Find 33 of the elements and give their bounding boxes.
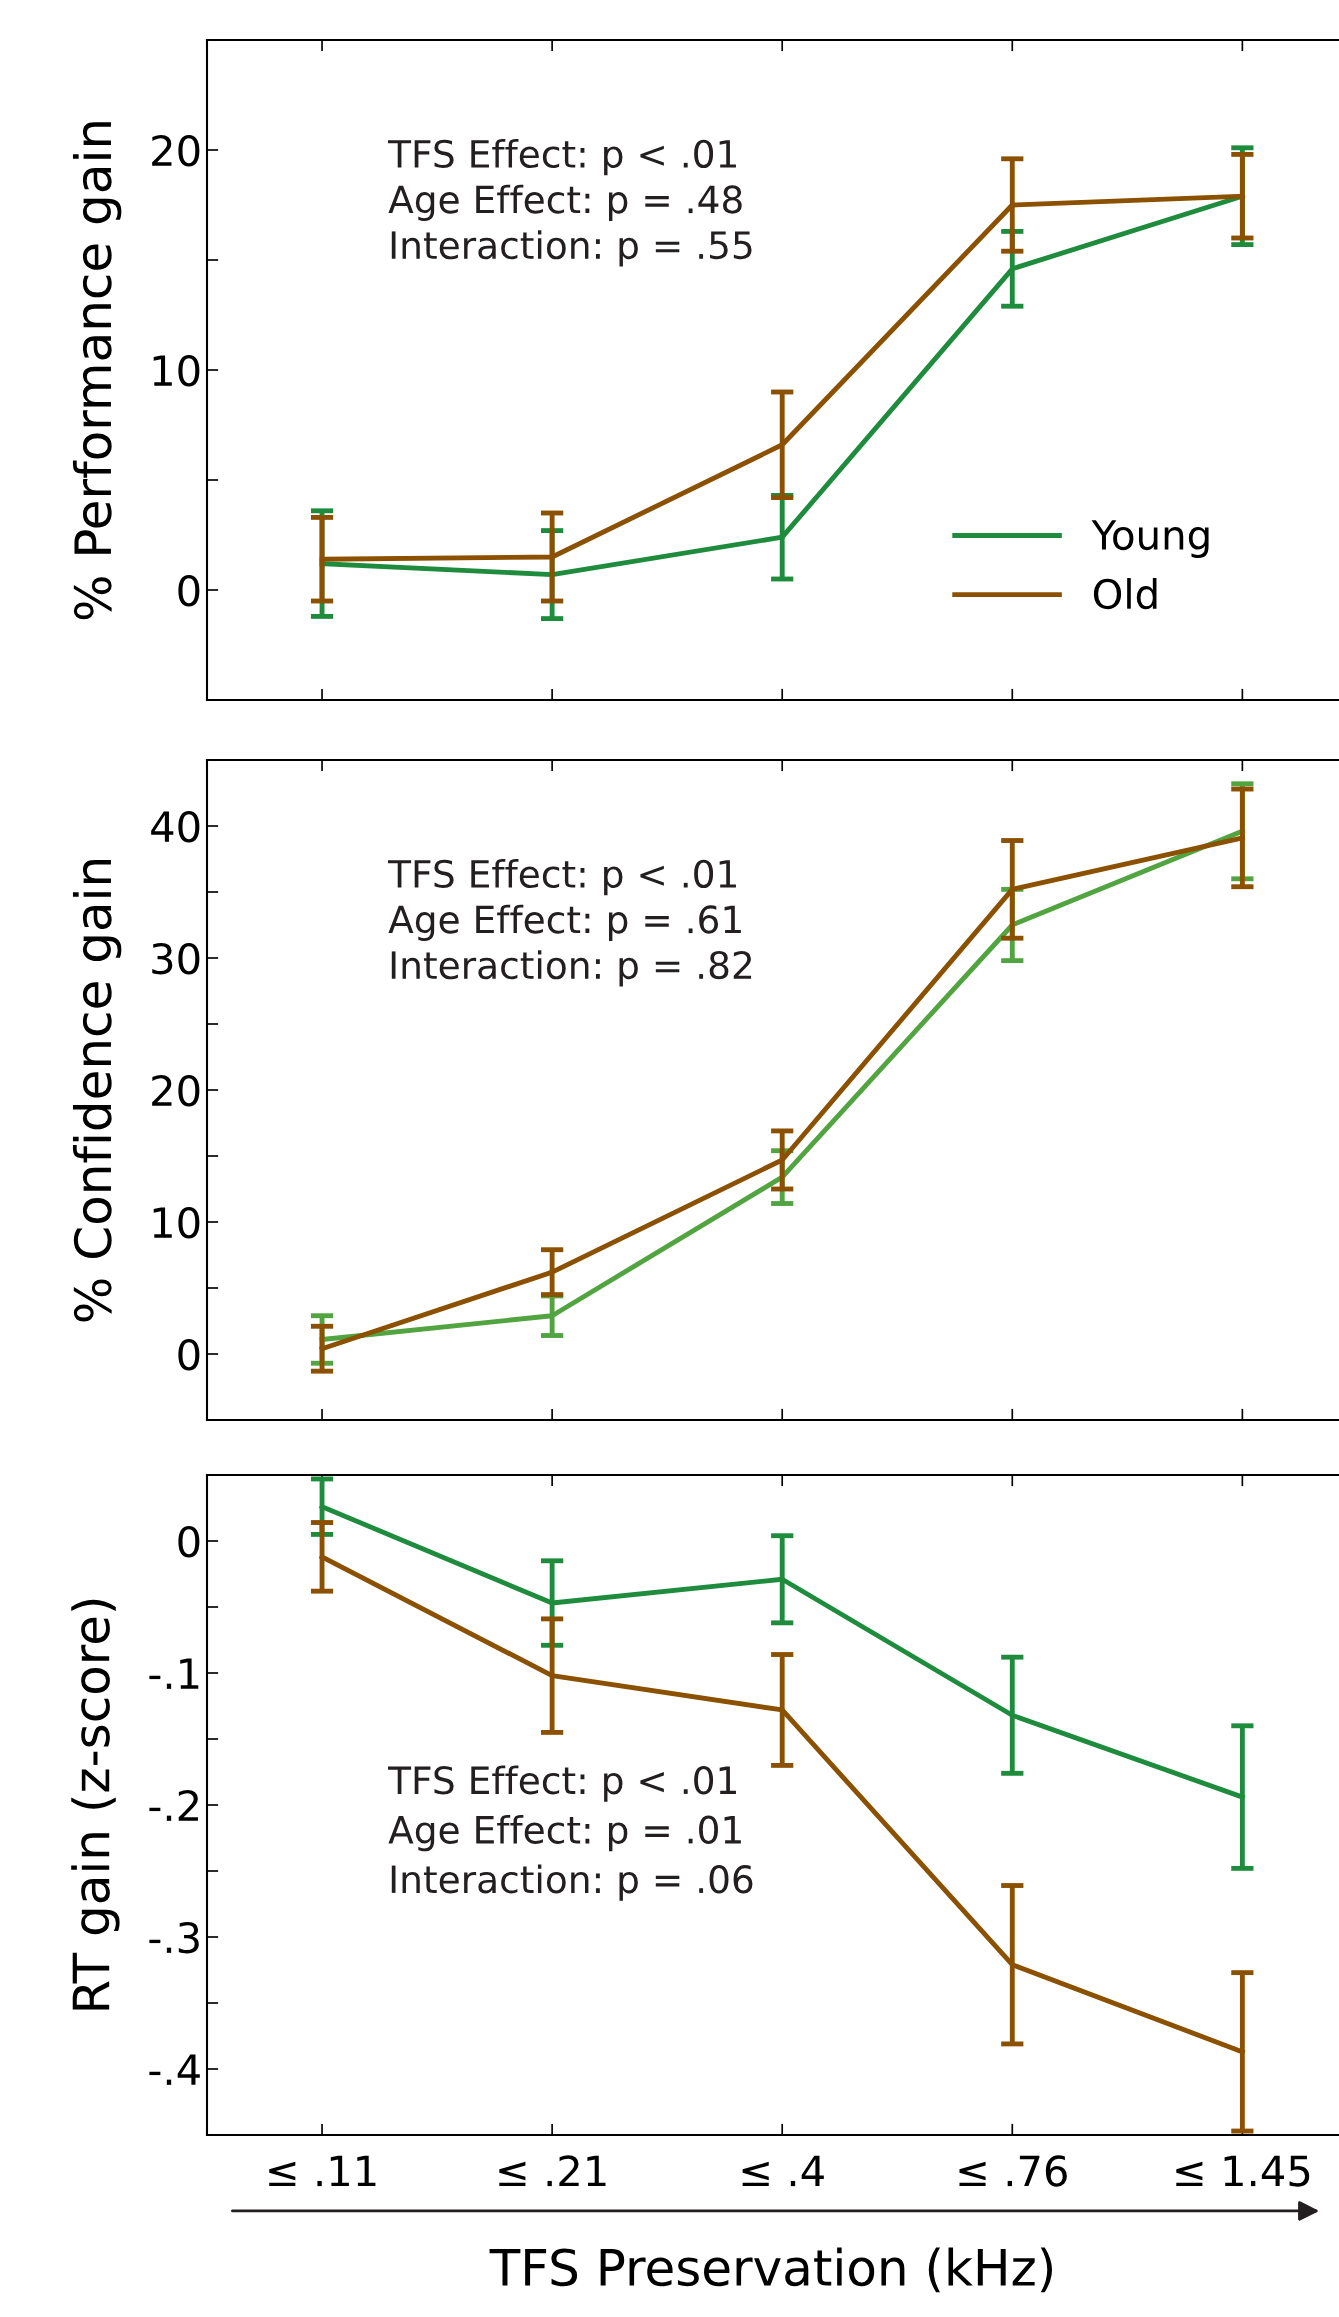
x-tick-label: ≤ .76: [959, 2155, 1067, 2187]
y-tick-label: 20: [152, 1074, 200, 1107]
annotation: TFS Effect: p < .01: [388, 859, 736, 896]
annotation: Interaction: p = .55: [391, 230, 752, 267]
legend-label: Young: [1091, 520, 1209, 558]
y-axis-title: % Confidence gain: [72, 860, 122, 1322]
annotation: TFS Effect: p < .01: [388, 139, 736, 176]
annotation: Interaction: p = .06: [391, 1864, 753, 1901]
x-tick-label: ≤ .21: [499, 2155, 606, 2187]
y-tick-label: -.3: [149, 1921, 199, 1954]
x-tick-label: ≤ .11: [269, 2155, 376, 2187]
y-tick-label: -.4: [149, 2054, 200, 2085]
y-tick-label: 40: [151, 810, 200, 843]
y-tick-label: 30: [152, 942, 200, 975]
y-tick-label: -.2: [149, 1789, 198, 1821]
y-tick-label: 0: [178, 574, 200, 607]
y-tick-label: 10: [153, 1206, 200, 1239]
annotation: Age Effect: p = .61: [388, 904, 741, 941]
x-tick-label: ≤ 1.45: [1176, 2155, 1310, 2187]
y-tick-label: 0: [178, 1338, 200, 1371]
x-axis-title: TFS Preservation (kHz): [489, 2247, 1053, 2293]
annotation: TFS Effect: p < .01: [388, 1765, 736, 1802]
y-axis-title: RT gain (z-score): [71, 1599, 120, 2010]
x-tick-label: ≤ .4: [742, 2155, 824, 2187]
annotation: Interaction: p = .82: [391, 950, 752, 987]
annotation: Age Effect: p = .01: [388, 1814, 741, 1852]
legend-label: Old: [1093, 578, 1157, 610]
y-tick-label: 10: [153, 354, 200, 387]
y-axis-title: % Performance gain: [72, 122, 122, 620]
y-tick-label: -.1: [149, 1658, 199, 1689]
y-tick-label: 0: [178, 1525, 200, 1558]
annotation: Age Effect: p = .48: [388, 184, 742, 221]
y-tick-label: 20: [152, 134, 200, 167]
